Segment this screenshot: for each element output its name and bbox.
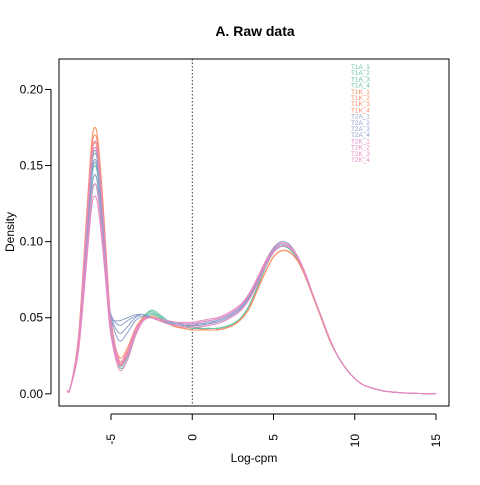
y-tick-label: 0.10 — [20, 235, 44, 249]
chart-title: A. Raw data — [215, 23, 295, 39]
legend-entry: T2A_1 — [351, 114, 370, 121]
x-tick-label: 10 — [348, 434, 362, 448]
legend-entry: T1A_3 — [351, 76, 370, 83]
x-tick-label: 15 — [429, 434, 443, 448]
legend-entry: T1K_3 — [351, 101, 370, 108]
x-tick-label: 5 — [267, 434, 281, 441]
series-line-t2k-4 — [66, 146, 437, 395]
series-line-t1k-4 — [66, 126, 437, 395]
y-tick-label: 0.15 — [20, 159, 44, 173]
legend-entry: T2K_4 — [351, 157, 370, 164]
series-line-t2a-1 — [66, 161, 437, 395]
legend-entry: T1K_4 — [351, 107, 370, 114]
y-tick-label: 0.05 — [20, 311, 44, 325]
series-line-t1a-2 — [66, 164, 437, 395]
legend-entry: T2K_1 — [351, 138, 370, 145]
y-tick-label: 0.20 — [20, 82, 44, 96]
series-line-t2a-4 — [66, 158, 437, 395]
series-line-t1k-2 — [66, 149, 437, 395]
plot-area-frame — [58, 58, 450, 407]
legend-entry: T2A_4 — [351, 132, 370, 139]
x-tick-label: -5 — [104, 434, 118, 445]
legend-entry: T2A_2 — [351, 120, 370, 127]
legend: T1A_1T1A_2T1A_3T1A_4T1K_1T1K_2T1K_3T1K_4… — [351, 64, 370, 164]
series-line-t2k-3 — [66, 140, 437, 395]
series-lines — [66, 126, 437, 395]
x-axis-label: Log-cpm — [231, 451, 278, 465]
legend-entry: T1A_2 — [351, 70, 370, 77]
legend-entry: T2K_3 — [351, 151, 370, 158]
x-tick-label: 0 — [185, 434, 199, 441]
legend-entry: T1A_1 — [351, 64, 370, 71]
legend-entry: T1K_1 — [351, 89, 370, 96]
legend-entry: T2A_3 — [351, 126, 370, 133]
series-line-t1k-1 — [66, 142, 437, 395]
legend-entry: T1A_4 — [351, 83, 370, 90]
series-line-t1k-3 — [66, 134, 437, 395]
axes-layer: -5 0 5 10 15 0.00 0.05 0.10 0.15 0.20 — [20, 59, 443, 447]
y-tick-label: 0.00 — [20, 387, 44, 401]
legend-entry: T1K_2 — [351, 95, 370, 102]
y-axis-label: Density — [3, 212, 17, 252]
legend-entry: T2K_2 — [351, 145, 370, 152]
